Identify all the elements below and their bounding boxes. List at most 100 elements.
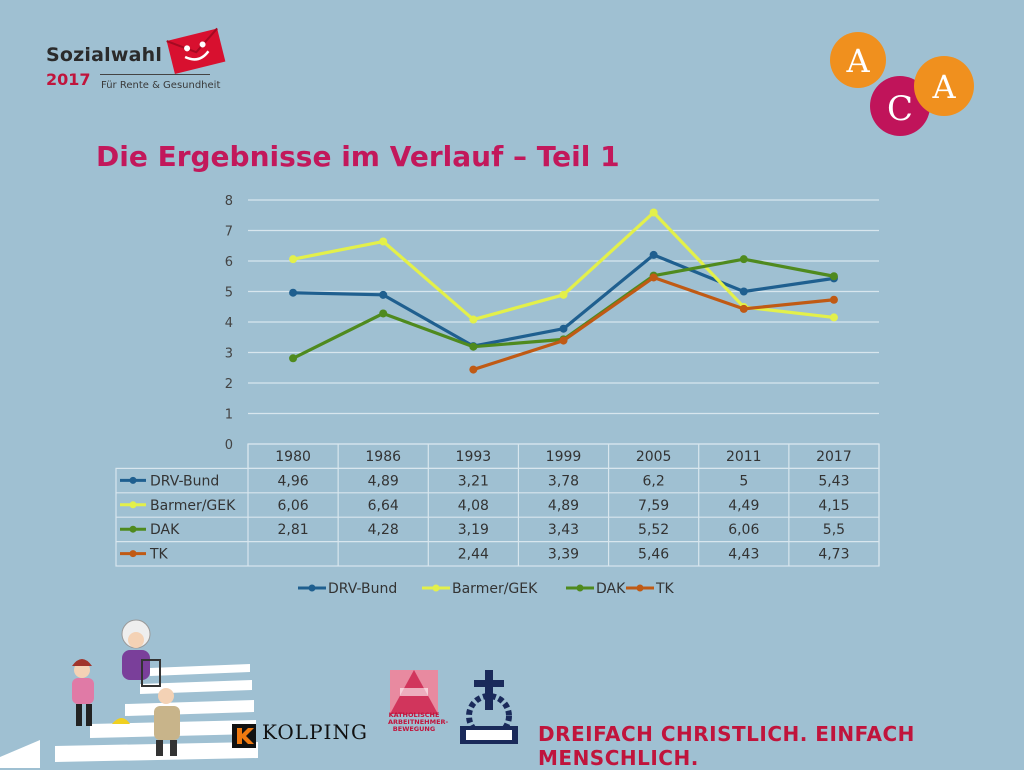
table-series-key-marker bbox=[129, 476, 137, 484]
data-point bbox=[289, 288, 298, 297]
data-value-cell: 3,39 bbox=[548, 547, 579, 563]
data-point bbox=[559, 336, 568, 345]
legend-label: DAK bbox=[596, 581, 626, 597]
data-point bbox=[649, 208, 658, 217]
chart-legend: DRV-Bund Barmer/GEK DAK TK bbox=[298, 581, 675, 597]
aca-letter-c: C bbox=[887, 89, 913, 129]
data-point bbox=[289, 255, 298, 264]
brand-title: Sozialwahl bbox=[46, 44, 163, 66]
envelope-smiley-icon bbox=[166, 27, 226, 75]
brand-year: 2017 bbox=[46, 70, 91, 89]
data-point bbox=[289, 354, 298, 363]
table-series-name: TK bbox=[149, 547, 169, 563]
data-value-cell: 4,28 bbox=[368, 522, 399, 538]
table-series-key-marker bbox=[129, 550, 137, 558]
aca-letter-a2: A bbox=[931, 68, 956, 106]
kab-logo-icon bbox=[390, 670, 438, 714]
crosswalk-illustration bbox=[0, 619, 258, 768]
data-value-cell: 4,49 bbox=[728, 498, 759, 514]
legend-label: DRV-Bund bbox=[328, 581, 397, 597]
kolping-k-icon bbox=[232, 724, 256, 748]
table-series-name: DRV-Bund bbox=[150, 473, 219, 489]
aca-letter-a1: A bbox=[845, 42, 870, 80]
table-series-name: DAK bbox=[150, 522, 180, 538]
x-category-label: 2017 bbox=[816, 449, 852, 465]
data-point bbox=[379, 309, 388, 318]
data-value-cell: 4,89 bbox=[368, 473, 399, 489]
data-value-cell: 6,06 bbox=[728, 522, 759, 538]
legend-key-marker bbox=[576, 584, 584, 592]
kab-logo-text: KATHOLISCHE ARBEITNEHMER-BEWEGUNG bbox=[388, 711, 449, 733]
brand-subtitle: Für Rente & Gesundheit bbox=[101, 80, 221, 91]
data-point bbox=[739, 255, 748, 264]
y-tick-label: 0 bbox=[225, 438, 233, 453]
y-tick-label: 1 bbox=[225, 408, 233, 423]
brand-divider bbox=[100, 74, 210, 75]
data-value-cell: 3,19 bbox=[458, 522, 489, 538]
data-point bbox=[559, 290, 568, 299]
data-value-cell: 3,43 bbox=[548, 522, 579, 538]
data-point bbox=[469, 365, 478, 374]
data-value-cell: 4,89 bbox=[548, 498, 579, 514]
data-value-cell: 3,78 bbox=[548, 473, 579, 489]
data-point bbox=[739, 304, 748, 313]
table-series-key-marker bbox=[129, 501, 137, 509]
x-category-label: 1986 bbox=[365, 449, 401, 465]
slogan: DREIFACH CHRISTLICH. EINFACH MENSCHLICH. bbox=[538, 722, 915, 770]
data-point bbox=[379, 237, 388, 246]
data-point bbox=[829, 313, 838, 322]
data-value-cell: 4,73 bbox=[818, 547, 849, 563]
data-value-cell: 2,81 bbox=[277, 522, 308, 538]
data-value-cell: 5,46 bbox=[638, 547, 669, 563]
table-series-key-marker bbox=[129, 525, 137, 533]
data-value-cell: 5,52 bbox=[638, 522, 669, 538]
y-tick-label: 4 bbox=[225, 316, 233, 331]
y-tick-label: 2 bbox=[225, 377, 233, 392]
data-value-cell: 5 bbox=[739, 473, 748, 489]
data-point bbox=[649, 273, 658, 282]
series-line bbox=[292, 210, 835, 322]
chart-lines bbox=[289, 208, 838, 374]
data-value-cell: 6,64 bbox=[368, 498, 399, 514]
y-tick-label: 5 bbox=[225, 286, 233, 301]
aca-logo: A C A bbox=[830, 32, 974, 136]
x-category-label: 2005 bbox=[636, 449, 672, 465]
page-title: Die Ergebnisse im Verlauf – Teil 1 bbox=[96, 140, 620, 173]
data-point bbox=[829, 272, 838, 281]
data-value-cell: 4,96 bbox=[277, 473, 308, 489]
cross-gear-logo bbox=[460, 670, 518, 744]
data-value-cell: 7,59 bbox=[638, 498, 669, 514]
legend-label: Barmer/GEK bbox=[452, 581, 538, 597]
data-value-cell: 4,43 bbox=[728, 547, 759, 563]
y-tick-label: 6 bbox=[225, 255, 233, 270]
data-value-cell: 6,2 bbox=[643, 473, 665, 489]
data-point bbox=[469, 315, 478, 324]
data-value-cell: 3,21 bbox=[458, 473, 489, 489]
data-value-cell: 2,44 bbox=[458, 547, 489, 563]
legend-key-marker bbox=[308, 584, 316, 592]
legend-label: TK bbox=[655, 581, 675, 597]
data-table: 1980 1986 1993 1999 2005 2011 2017 DRV-Bund 4,96… bbox=[115, 443, 880, 567]
data-point bbox=[469, 342, 478, 351]
data-point bbox=[379, 290, 388, 299]
data-value-cell: 6,06 bbox=[277, 498, 308, 514]
data-point bbox=[739, 287, 748, 296]
legend-key-marker bbox=[636, 584, 644, 592]
x-category-label: 2011 bbox=[726, 449, 762, 465]
data-point bbox=[829, 295, 838, 304]
x-category-label: 1999 bbox=[546, 449, 582, 465]
y-tick-label: 7 bbox=[225, 225, 233, 240]
x-category-label: 1980 bbox=[275, 449, 311, 465]
data-point bbox=[649, 250, 658, 259]
y-tick-label: 3 bbox=[225, 347, 233, 362]
chart-grid: 0 1 2 3 4 5 6 7 8 bbox=[225, 194, 879, 453]
data-value-cell: 5,5 bbox=[823, 522, 845, 538]
table-series-name: Barmer/GEK bbox=[150, 498, 236, 514]
data-point bbox=[559, 324, 568, 333]
y-tick-label: 8 bbox=[225, 194, 233, 209]
x-category-label: 1993 bbox=[456, 449, 492, 465]
data-value-cell: 5,43 bbox=[818, 473, 849, 489]
legend-key-marker bbox=[432, 584, 440, 592]
kolping-logo-text: KOLPING bbox=[262, 720, 368, 744]
